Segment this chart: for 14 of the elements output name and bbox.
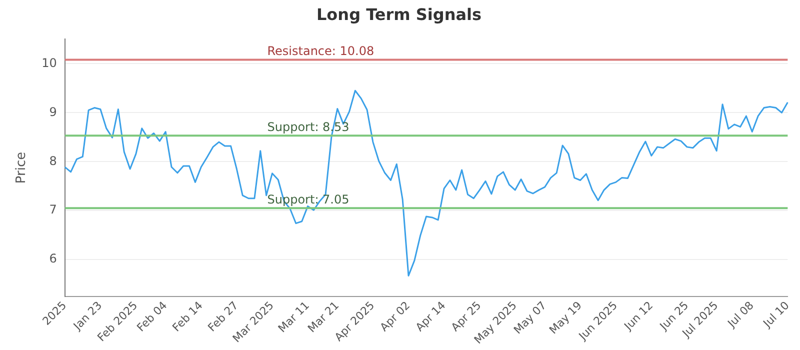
y-axis-title: Price xyxy=(14,152,30,184)
y-tick-label: 9 xyxy=(49,104,57,119)
x-tick-label: Jul 08 xyxy=(724,298,756,331)
x-tick-label: Apr 02 xyxy=(378,298,413,334)
chart-title: Long Term Signals xyxy=(316,4,482,24)
y-tick-label: 10 xyxy=(42,56,57,70)
y-tick-label: 8 xyxy=(49,154,57,168)
x-tick-label: Jun 12 xyxy=(621,298,656,334)
x-tick-label: Apr 14 xyxy=(413,298,448,334)
y-tick-label: 6 xyxy=(49,252,57,266)
y-tick-label: 7 xyxy=(49,202,57,217)
ref-line-label: Resistance: 10.08 xyxy=(267,44,374,58)
x-tick-label: Jul 10 xyxy=(760,298,792,331)
x-tick-label: Feb 14 xyxy=(170,298,206,334)
